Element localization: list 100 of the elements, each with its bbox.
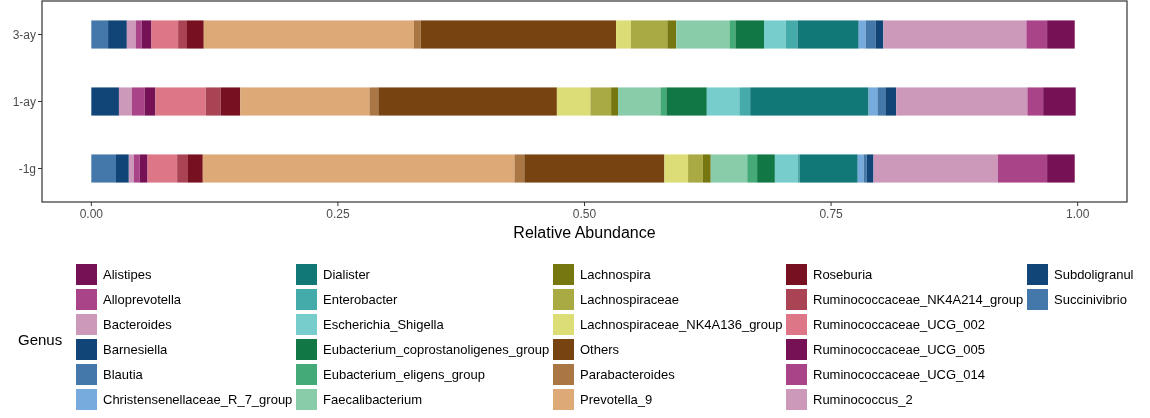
bar [764,20,786,49]
bar [187,154,203,183]
bar [420,20,617,49]
legend-label: Parabacteroides [580,367,676,382]
bar [590,87,612,116]
bar [857,154,864,183]
bar [799,154,858,183]
bar [997,154,1048,183]
bar [868,87,878,116]
bar [875,20,884,49]
bar [91,87,119,116]
bar [131,87,145,116]
legend-label: Subdoligranul [1054,267,1134,282]
legend-label: Faecalibacterium [323,392,422,407]
legend-label: Roseburia [813,267,874,282]
bar [202,154,515,183]
y-tick-label: 1-ay [12,94,36,109]
bar [177,154,188,183]
bar [91,154,116,183]
bar [220,87,241,116]
legend-label: Ruminococcaceae_NK4A214_group [813,292,1024,307]
bar [91,20,109,49]
x-tick-label: 0.25 [326,207,350,221]
bar [729,20,736,49]
x-tick-label: 1.00 [1066,207,1090,221]
bar [750,87,869,116]
y-tick-label: -1g [18,161,36,176]
bar [885,87,897,116]
bar [155,87,206,116]
bar [877,87,886,116]
bar [774,154,798,183]
bar [667,20,677,49]
legend-label: Others [580,342,620,357]
legend-label: Lachnospiraceae [580,292,680,307]
bar [187,20,204,49]
bar [618,87,661,116]
legend-title: Genus [18,331,63,348]
bar [873,154,998,183]
x-axis-title: Relative Abundance [513,224,656,241]
legend-label: Ruminococcus_2 [813,392,913,407]
legend-label: Christensenellaceae_R_7_group [103,392,293,407]
bar [413,20,421,49]
bar [133,154,140,183]
bar [115,154,129,183]
bar [151,20,179,49]
bar [883,20,1027,49]
bar [118,87,132,116]
bar [611,87,619,116]
legend-label: Ruminococcaceae_UCG_002 [813,317,985,332]
legend-label: Escherichia_Shigella [323,317,445,332]
bar [688,154,703,183]
bar [108,20,127,49]
legend-label: Lachnospira [580,267,652,282]
bar [797,20,859,49]
bar [710,154,748,183]
legend-label: Dialister [323,267,371,282]
legend-label: Barnesiella [103,342,169,357]
legend-label: Lachnospiraceae_NK4A136_group [580,317,783,332]
bar [865,20,876,49]
bar [866,154,874,183]
x-tick-label: 0.00 [79,207,104,221]
bar [1043,87,1076,116]
legend-label: Enterobacter [323,292,399,307]
bar [739,87,751,116]
bar [524,154,665,183]
legend-label: Succinivibrio [1054,292,1127,307]
bar [147,154,178,183]
bar [135,20,142,49]
bar [757,154,775,183]
bar [205,87,221,116]
bar [666,87,707,116]
bar [378,87,557,116]
bar [664,154,689,183]
bar [896,87,1028,116]
bar [128,154,134,183]
bar [702,154,711,183]
bar [1047,154,1075,183]
bar [514,154,525,183]
bar [144,87,156,116]
legend-label: Ruminococcaceae_UCG_014 [813,367,985,382]
bar [1026,20,1048,49]
bar [747,154,758,183]
legend-label: Ruminococcaceae_UCG_005 [813,342,985,357]
bar [369,87,379,116]
bar [178,20,187,49]
bar [785,20,798,49]
legend-label: Bacteroides [103,317,173,332]
bar [1047,20,1075,49]
legend-label: Prevotella_9 [580,392,653,407]
bar [616,20,631,49]
legend-label: Eubacterium_coprostanoligenes_group [323,342,550,357]
bar [203,20,414,49]
legend-label: Blautia [103,367,144,382]
bar [706,87,740,116]
bar [556,87,591,116]
bar [139,154,148,183]
bar [858,20,866,49]
bar [1027,87,1044,116]
bar [863,154,867,183]
legend-label: Alistipes [103,267,152,282]
